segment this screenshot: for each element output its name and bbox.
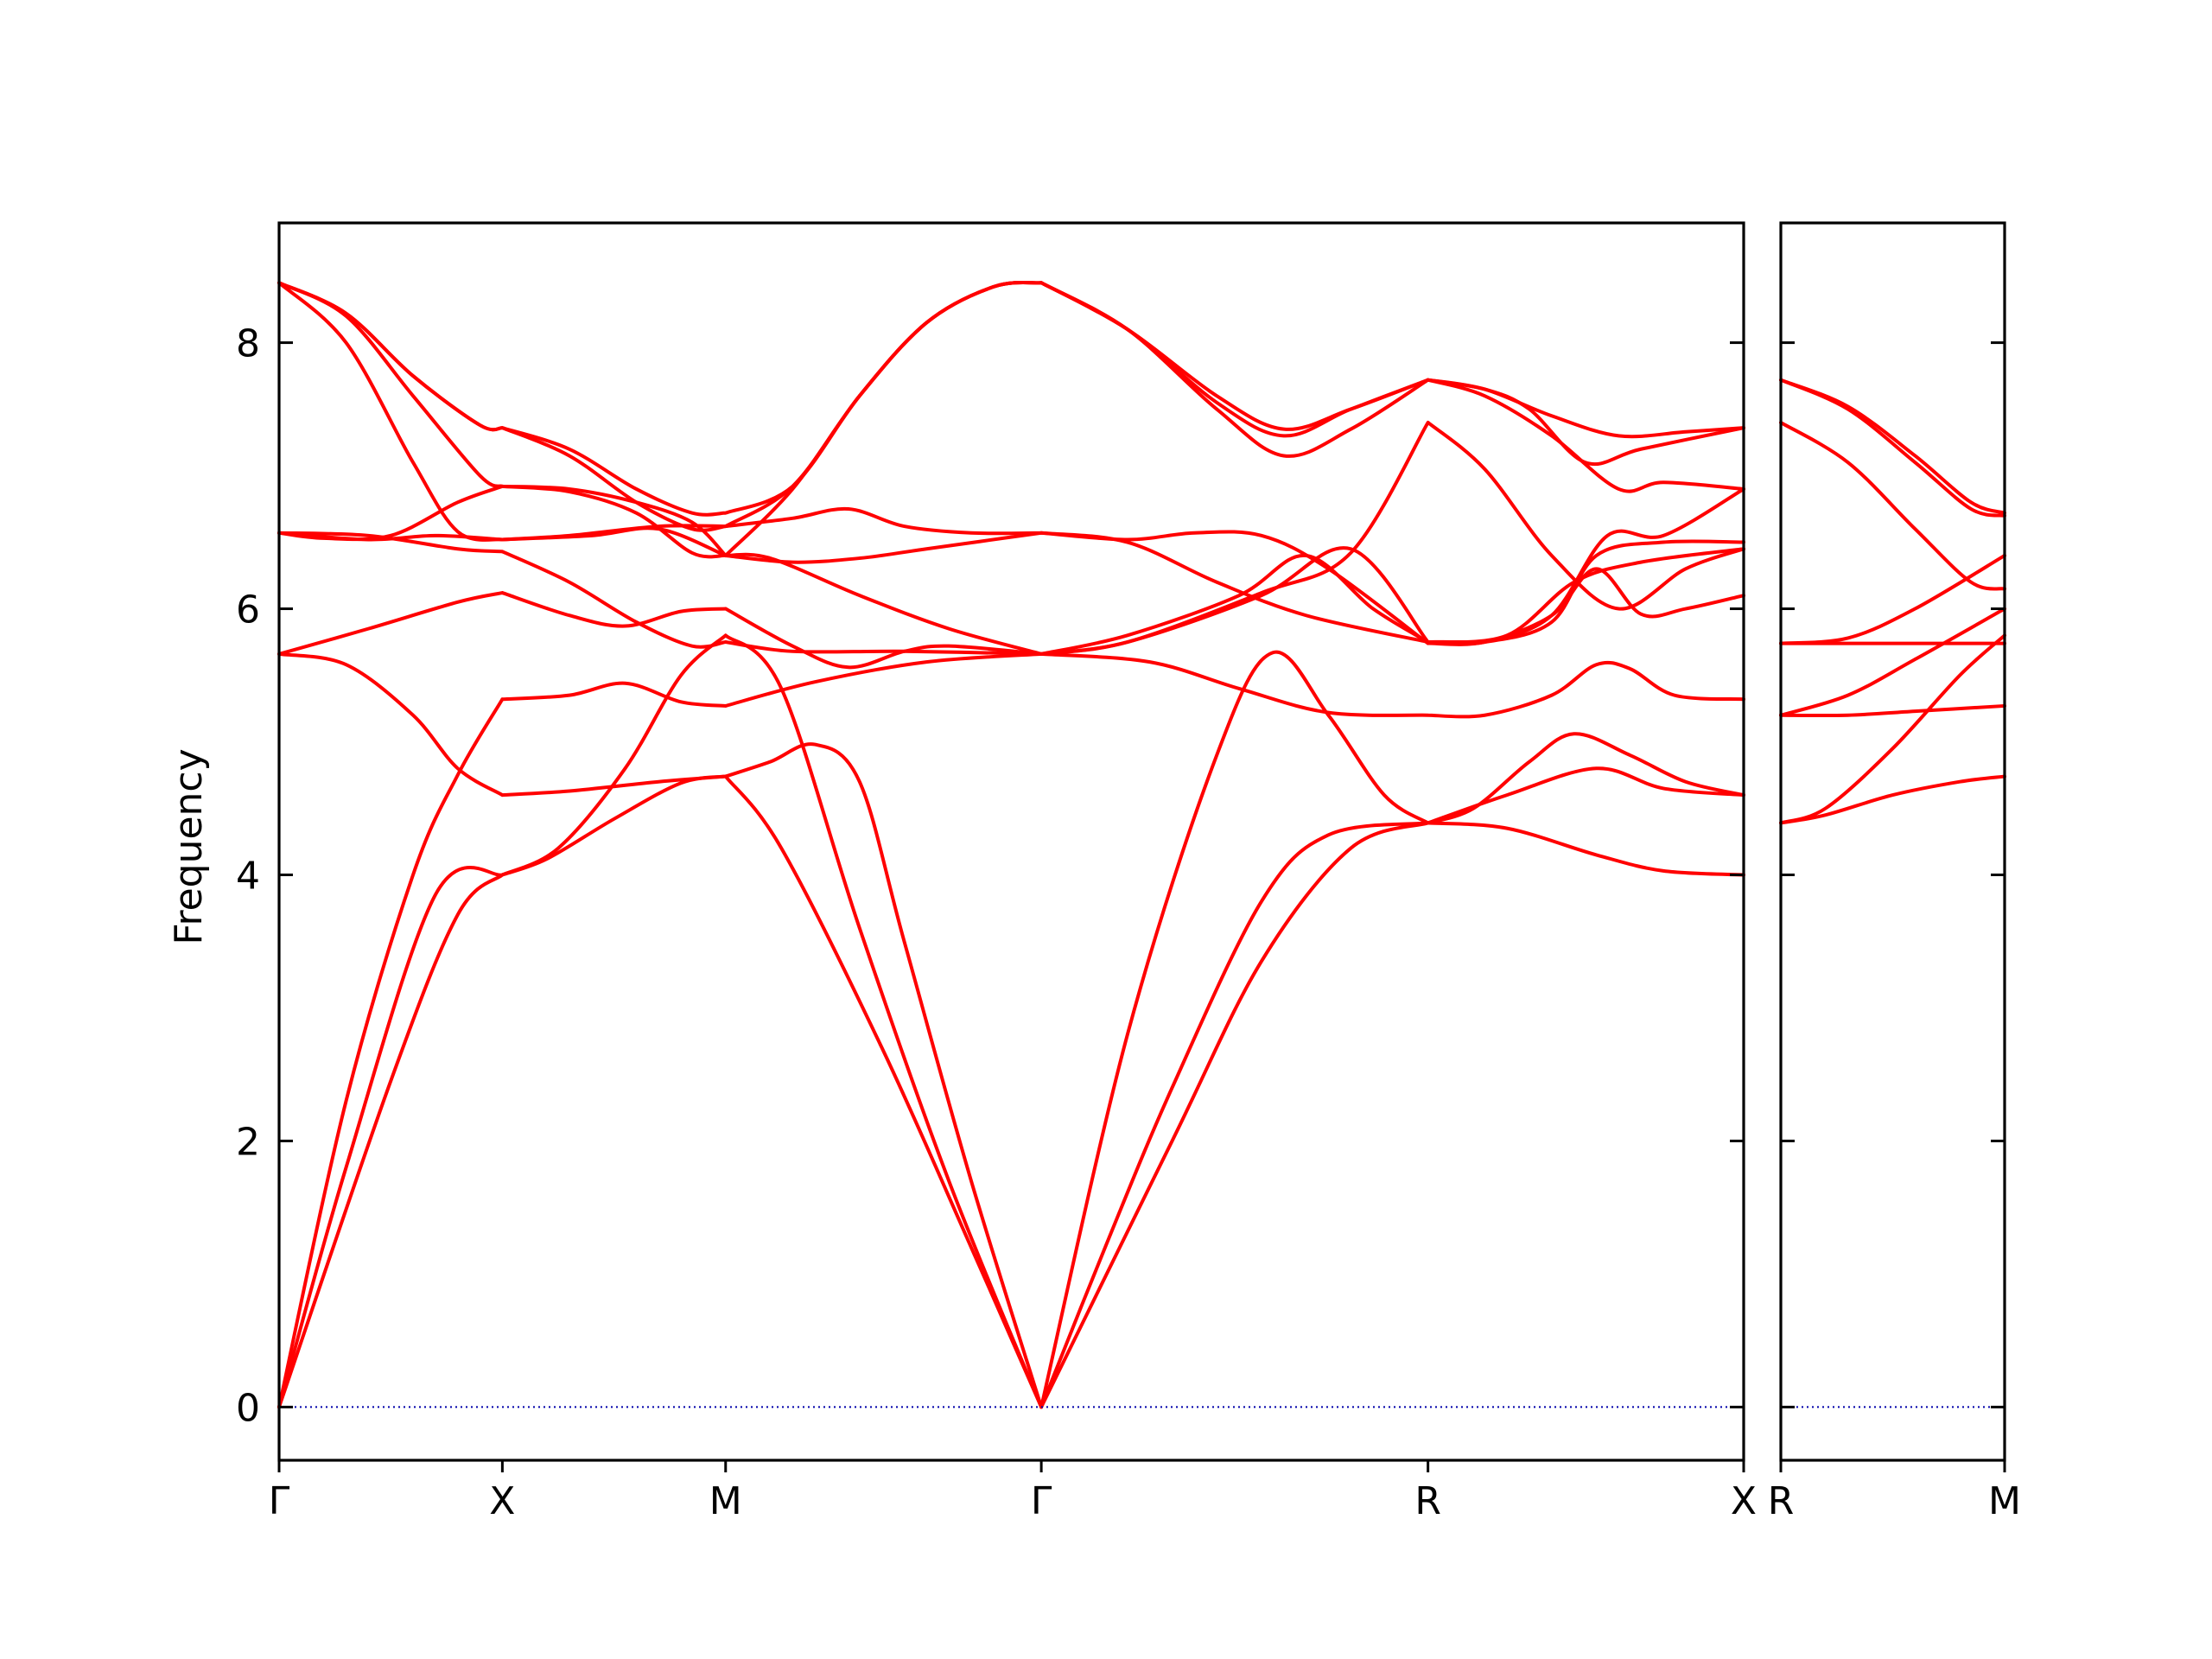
phonon-band-11: [277, 281, 1745, 532]
phonon-band-10: [277, 281, 1745, 517]
plot-frame: [277, 221, 1745, 1462]
x-tick-label: X: [489, 1479, 515, 1523]
phonon-band-2: [1779, 633, 2006, 825]
phonon-band-6: [277, 420, 1745, 656]
y-tick-label: 4: [236, 854, 260, 898]
phonon-band-1: [1779, 774, 2006, 825]
x-tick-label: R: [1414, 1479, 1441, 1523]
y-tick-label: 0: [236, 1386, 260, 1430]
phonon-band-9: [1779, 378, 2006, 515]
phonon-band-9: [277, 281, 1745, 559]
phonon-band-4: [1779, 607, 2006, 717]
phonon-band-8: [277, 281, 1745, 646]
y-tick-label: 2: [236, 1120, 260, 1164]
x-tick-label: M: [1988, 1479, 2021, 1523]
x-tick-label: Γ: [269, 1479, 290, 1523]
phonon-band-6: [1779, 553, 2006, 645]
phonon-band-2: [277, 633, 1745, 1409]
x-tick-label: Γ: [1031, 1479, 1052, 1523]
phonon-band-12: [277, 484, 1745, 656]
phonon-band-8: [1779, 378, 2006, 518]
plot-frame: [1779, 221, 2006, 1462]
phonon-band-7: [1779, 420, 2006, 591]
x-tick-label: R: [1768, 1479, 1795, 1523]
left-panel: 0 2 4 6 8 Γ X M Γ R X: [236, 221, 1757, 1523]
phonon-band-3: [277, 652, 1745, 1409]
y-axis-label: Frequency: [167, 748, 211, 944]
x-tick-label: X: [1731, 1479, 1757, 1523]
phonon-band-4: [277, 652, 1745, 1409]
phonon-band-3: [1779, 703, 2006, 718]
y-tick-label: 8: [236, 322, 260, 366]
phonon-band-1: [277, 774, 1745, 1409]
x-tick-label: M: [709, 1479, 742, 1523]
y-tick-label: 6: [236, 588, 260, 632]
phonon-band-5: [277, 553, 1745, 670]
